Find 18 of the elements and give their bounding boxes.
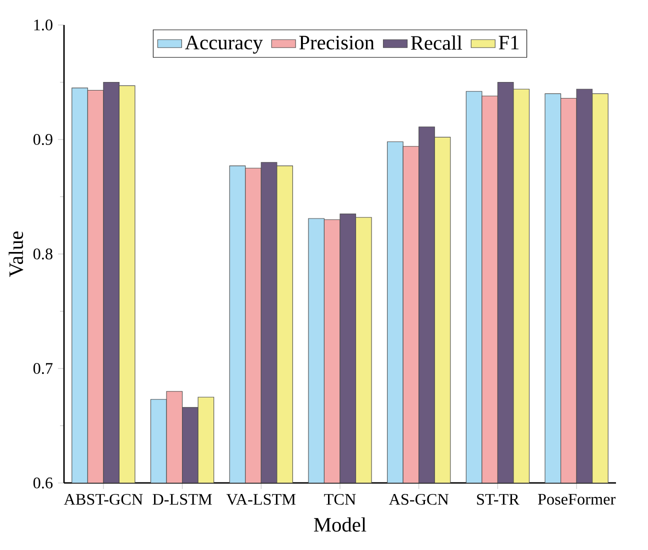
legend-label: F1 <box>498 36 519 50</box>
x-tick-label: ST-TR <box>477 494 520 505</box>
x-tick-label: ABST-GCN <box>64 494 143 505</box>
y-tick-label: 1.0 <box>34 20 52 30</box>
legend-label: Recall <box>410 35 462 50</box>
x-tick-label: AS-GCN <box>388 494 449 505</box>
x-axis-title: Model <box>314 517 366 532</box>
y-tick-label: 0.8 <box>33 248 52 260</box>
y-tick-label: 0.6 <box>33 478 53 488</box>
y-axis-title: Value <box>8 231 24 277</box>
legend-label: Accuracy <box>184 36 263 54</box>
x-tick-label: TCN <box>324 494 356 505</box>
x-tick-label: D-LSTM <box>152 494 212 505</box>
x-tick-label: PoseFormer <box>538 494 616 505</box>
x-tick-label: VA-LSTM <box>226 494 296 505</box>
y-tick-label: 0.7 <box>33 363 53 374</box>
y-tick-label: 0.9 <box>33 134 52 145</box>
legend-label: Precision <box>299 36 374 50</box>
